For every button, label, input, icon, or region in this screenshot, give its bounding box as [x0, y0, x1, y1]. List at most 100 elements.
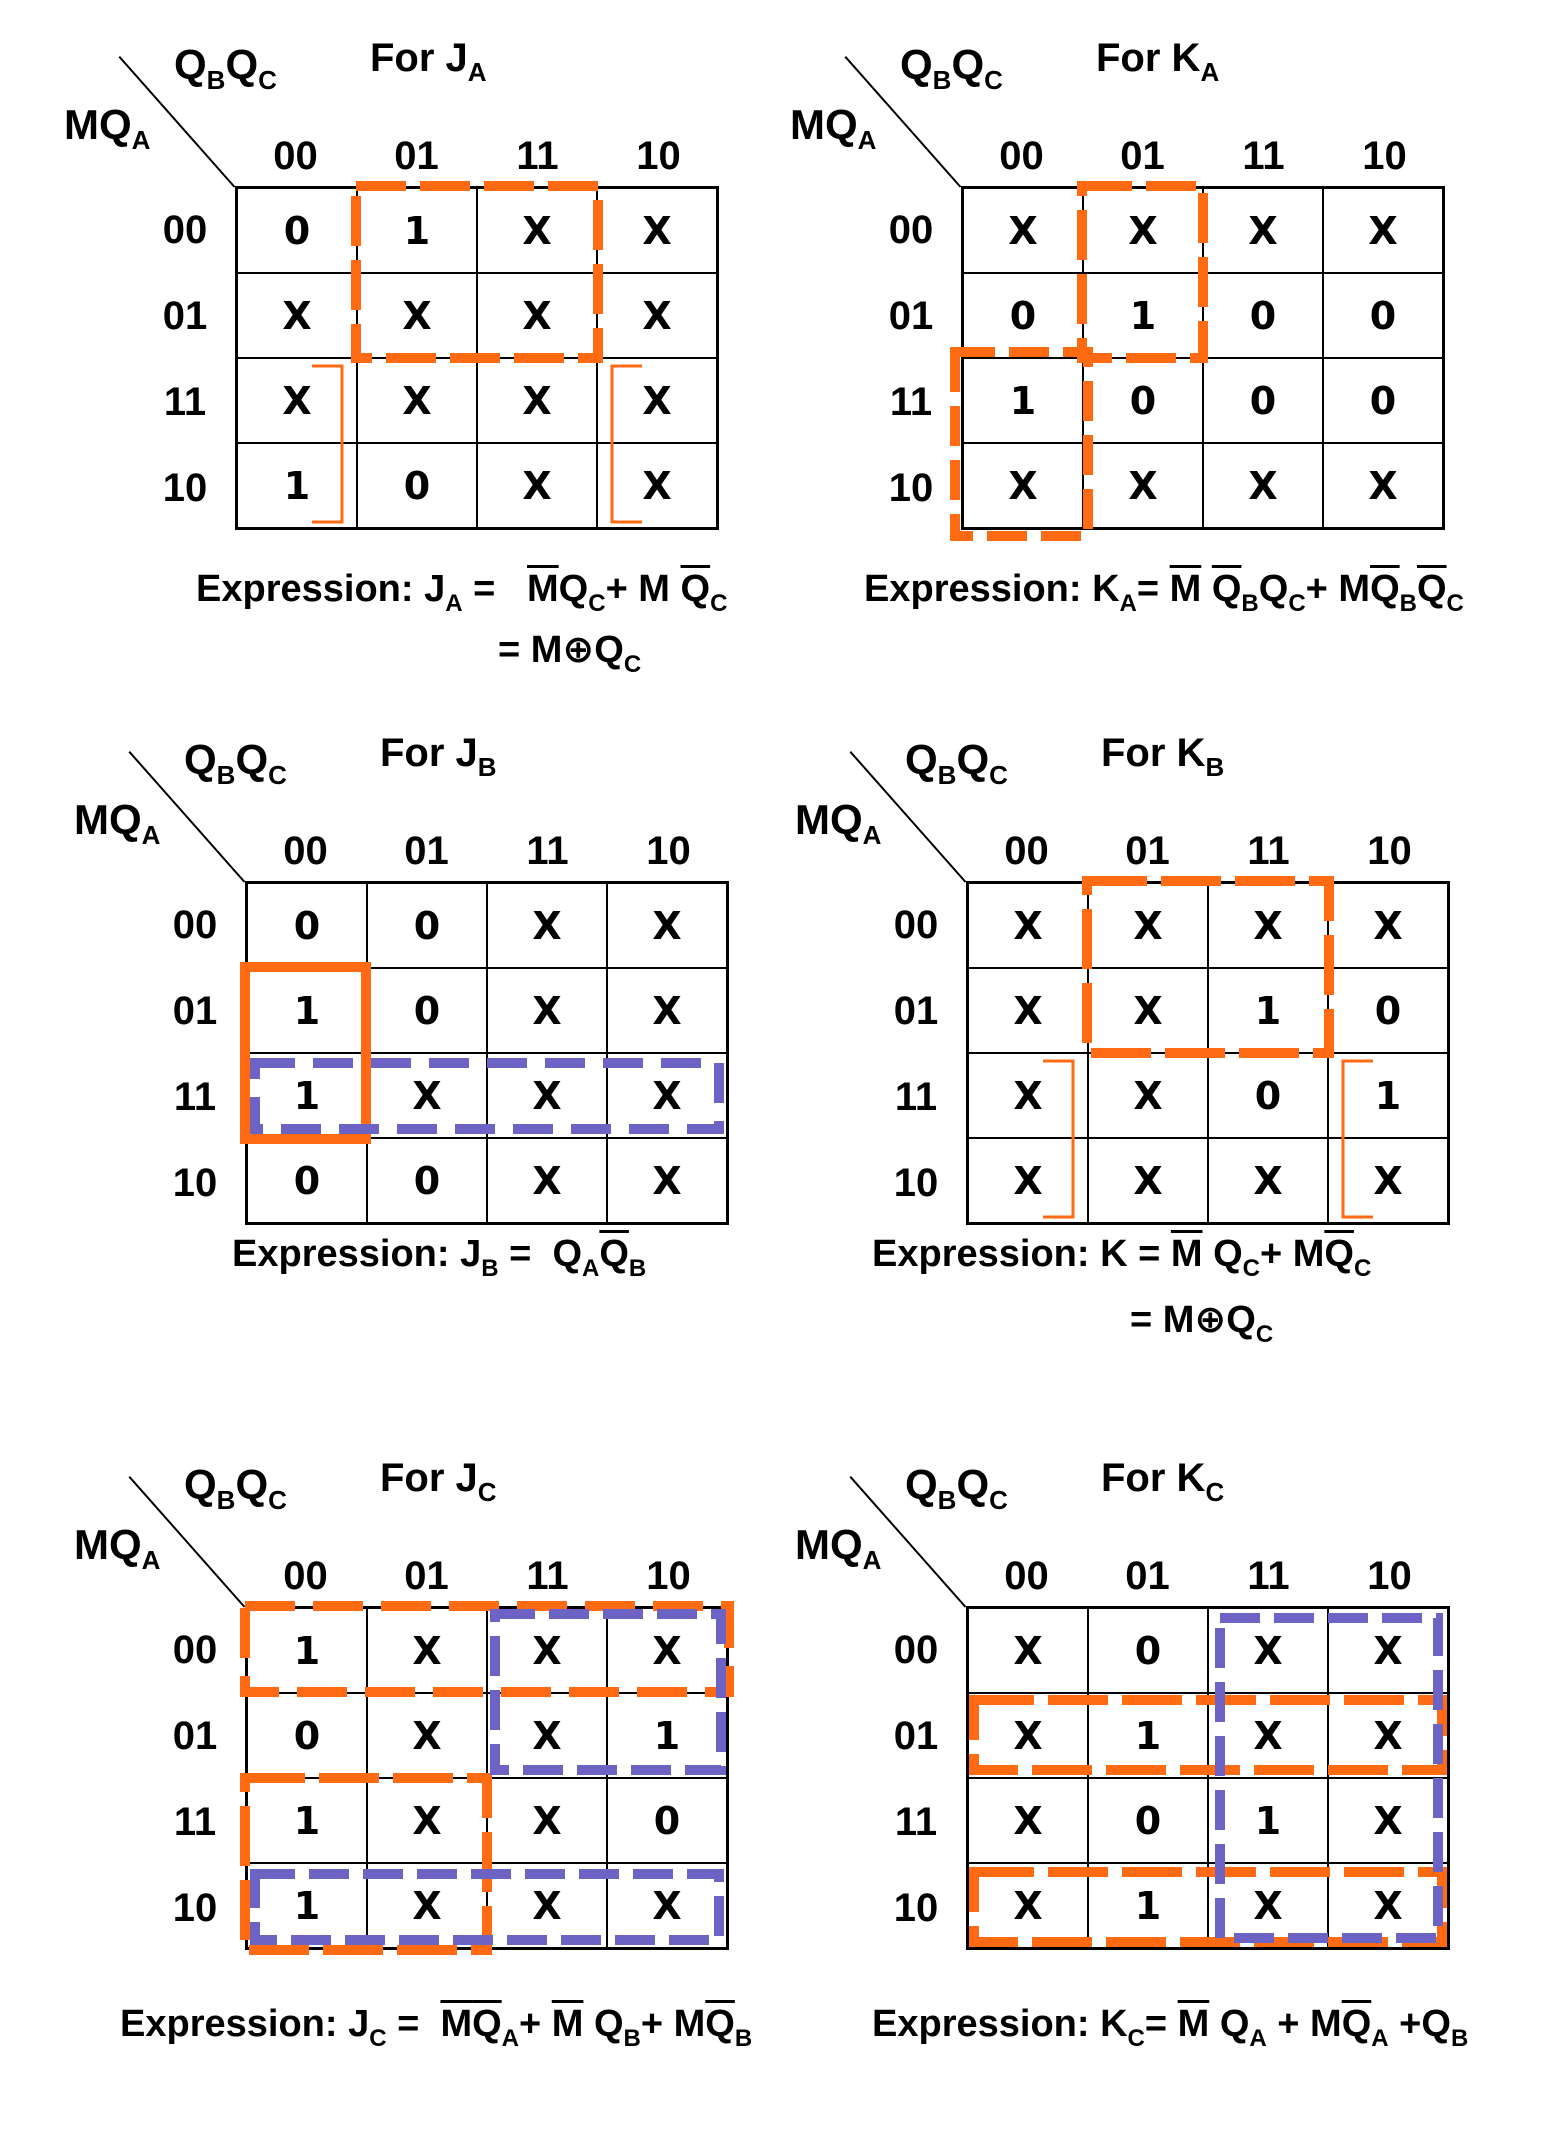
column-header: 01	[1125, 829, 1170, 873]
kmap-cell: 0	[1323, 273, 1443, 358]
kmap-cell: X	[487, 883, 607, 968]
kmap-cell: 0	[367, 1138, 487, 1223]
kmap-ja: MQA QBQC For JA 00 01 11 10 00 01 11 10 0 1 X X X X X X X X X…	[40, 20, 800, 710]
row-variable-label: MQA	[74, 796, 161, 850]
row-header: 00	[172, 903, 218, 947]
kmap-cell: X	[367, 1608, 487, 1693]
kmap-cell: X	[477, 443, 597, 528]
kmap-cell: 1	[247, 1053, 367, 1138]
kmap-cell: X	[968, 1778, 1088, 1863]
column-header: 00	[999, 134, 1044, 178]
expression-jc: Expression: JC = MQA+ M QB+ MQB	[120, 2003, 753, 2052]
kmap-cell: X	[367, 1863, 487, 1948]
kmap-cell: 1	[357, 188, 477, 273]
kmap-cell: X	[1208, 1608, 1328, 1693]
row-header: 10	[172, 1886, 218, 1930]
kmap-cell: X	[607, 1608, 727, 1693]
column-header: 01	[1125, 1554, 1170, 1598]
row-header: 10	[172, 1161, 218, 1205]
kmap-cell: X	[1203, 188, 1323, 273]
kmap-cell: X	[1328, 883, 1448, 968]
column-header: 00	[1004, 829, 1049, 873]
row-header: 00	[893, 903, 939, 947]
kmap-cell: X	[1328, 1863, 1448, 1948]
kmap-cell: X	[968, 1608, 1088, 1693]
row-header: 10	[893, 1161, 939, 1205]
kmap-cell: 0	[963, 273, 1083, 358]
kmap-cell: X	[487, 1778, 607, 1863]
kmap-cell: X	[357, 273, 477, 358]
column-header: 00	[283, 829, 328, 873]
column-header: 11	[526, 829, 569, 873]
row-variable-label: MQA	[795, 1521, 882, 1575]
expression-ka: Expression: KA= M QBQC+ MQBQC	[864, 568, 1464, 617]
kmap-cell: 0	[1088, 1608, 1208, 1693]
kmap-cell: X	[487, 1138, 607, 1223]
kmap-cell: 1	[247, 1863, 367, 1948]
map-title: For KB	[1101, 731, 1225, 782]
kmap-cell: 0	[1203, 358, 1323, 443]
kmap-cell: 1	[1088, 1863, 1208, 1948]
kmap-cell: 1	[247, 1778, 367, 1863]
column-header: 11	[1247, 1554, 1290, 1598]
kmap-cell: X	[477, 358, 597, 443]
column-variable-label: QBQC	[905, 736, 1008, 790]
kmap-cell: 1	[1208, 968, 1328, 1053]
kmap-cell: X	[1083, 443, 1203, 528]
row-variable-label: MQA	[795, 796, 882, 850]
column-header: 00	[273, 134, 318, 178]
column-header: 10	[646, 1554, 691, 1598]
kmap-cell: X	[1088, 1053, 1208, 1138]
kmap-cell: 1	[963, 358, 1083, 443]
kmap-jb: MQA QBQC For JB 00 01 11 10 00 01 11 10 0 0 X X 1 0 X X 1 X X…	[50, 715, 810, 1405]
row-header: 11	[894, 1800, 938, 1844]
kmap-cell: X	[607, 968, 727, 1053]
column-header: 11	[526, 1554, 569, 1598]
kmap-cell: X	[1328, 1693, 1448, 1778]
expression-ja-xor: = M⊕QC	[498, 629, 642, 678]
kmap-cell: 1	[1328, 1053, 1448, 1138]
kmap-cell: 1	[1208, 1778, 1328, 1863]
kmap-cell: X	[1208, 1693, 1328, 1778]
row-header: 11	[173, 1075, 217, 1119]
column-header: 10	[1367, 1554, 1412, 1598]
kmap-cell: X	[607, 883, 727, 968]
kmap-cell: 0	[237, 188, 357, 273]
row-header: 01	[172, 1714, 218, 1758]
kmap-cell: X	[367, 1053, 487, 1138]
row-header: 11	[173, 1800, 217, 1844]
kmap-cell: X	[607, 1863, 727, 1948]
kmap-cell: X	[1328, 1778, 1448, 1863]
row-header: 11	[894, 1075, 938, 1119]
kmap-cell: X	[597, 358, 717, 443]
kmap-cell: 0	[1203, 273, 1323, 358]
map-title: For JC	[380, 1456, 497, 1507]
row-header: 01	[893, 1714, 939, 1758]
kmap-cell: 0	[247, 1693, 367, 1778]
kmap-cell: X	[237, 358, 357, 443]
kmap-cell: X	[968, 1053, 1088, 1138]
row-header: 00	[893, 1628, 939, 1672]
row-header: 10	[162, 466, 208, 510]
kmap-kb: MQA QBQC For KB 00 01 11 10 00 01 11 10 X X X X X X 1 0 X X 0…	[771, 715, 1531, 1405]
row-header: 00	[162, 208, 208, 252]
column-header: 00	[1004, 1554, 1049, 1598]
kmap-cell: X	[968, 883, 1088, 968]
kmap-cell: X	[1203, 443, 1323, 528]
column-header: 10	[1362, 134, 1407, 178]
column-variable-label: QBQC	[174, 41, 277, 95]
column-header: 11	[516, 134, 559, 178]
kmap-cell: X	[487, 968, 607, 1053]
row-header: 00	[172, 1628, 218, 1672]
column-header: 00	[283, 1554, 328, 1598]
kmap-cell: 1	[237, 443, 357, 528]
row-header: 10	[888, 466, 934, 510]
kmap-cell: X	[487, 1608, 607, 1693]
kmap-cell: 1	[1088, 1693, 1208, 1778]
kmap-cell: 0	[367, 968, 487, 1053]
column-header: 11	[1242, 134, 1285, 178]
kmap-cell: X	[607, 1138, 727, 1223]
